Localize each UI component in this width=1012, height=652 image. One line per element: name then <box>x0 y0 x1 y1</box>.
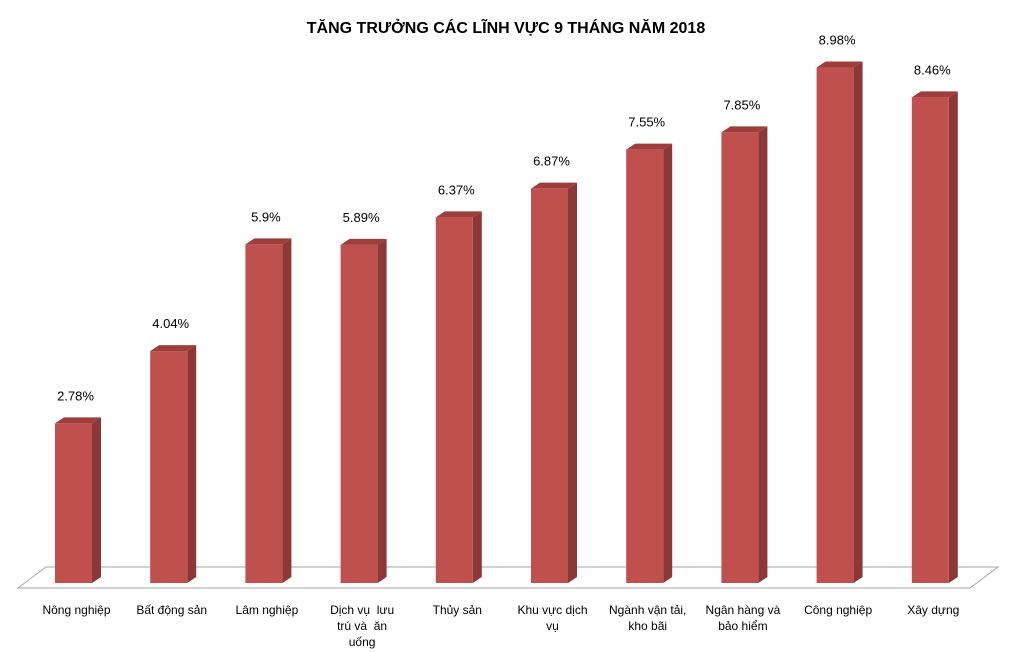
category-label: Xây dựng <box>907 603 959 617</box>
category-label: Công nghiệp <box>804 603 872 617</box>
value-label: 5.9% <box>251 209 281 224</box>
bar <box>435 211 482 583</box>
bar <box>245 238 292 583</box>
value-label: 7.55% <box>628 115 665 130</box>
bar <box>816 61 863 584</box>
bar <box>911 91 958 584</box>
bar <box>150 345 197 583</box>
bar-front <box>626 149 664 583</box>
bar-front <box>340 244 378 583</box>
bar-top <box>911 91 958 98</box>
bar-side <box>282 238 292 583</box>
bar-front <box>150 351 188 583</box>
bar-side <box>377 238 387 583</box>
category-label-line: Bất động sản <box>136 603 207 617</box>
bar-top <box>531 182 577 189</box>
value-label: 5.89% <box>343 210 380 225</box>
category-label-line: kho bãi <box>628 619 667 633</box>
category-label: Ngành vận tải, kho bãi <box>609 603 686 633</box>
category-label-line: Ngành vận tải, <box>609 603 686 617</box>
bar-top <box>435 211 482 218</box>
bar-top <box>55 417 101 424</box>
bar-front <box>721 132 759 583</box>
category-labels-group: Nông nghiệp Bất động sản Lâm nghiệp Dịch vụ… <box>42 603 959 649</box>
category-label-line: bảo hiểm <box>718 619 767 633</box>
category-label-line: Ngân hàng và <box>706 603 781 617</box>
category-label-line: vụ <box>546 619 559 633</box>
bar-side <box>853 61 863 584</box>
category-label: Dịch vụ lưu trú và ăn uống <box>330 603 394 649</box>
category-label-line: Lâm nghiệp <box>236 603 299 617</box>
category-label-line: Thủy sản <box>433 603 482 617</box>
bar <box>721 126 768 583</box>
bar-side <box>92 417 101 583</box>
bar <box>340 238 387 583</box>
category-label-line: Xây dựng <box>907 603 959 617</box>
bar-side <box>663 143 673 583</box>
bar-top <box>626 143 673 150</box>
bar-top <box>721 126 768 133</box>
bar-top <box>816 61 863 68</box>
bar-front <box>245 244 283 583</box>
bar-front <box>435 217 473 583</box>
category-label-line: Nông nghiệp <box>42 603 110 617</box>
category-label: Ngân hàng và bảo hiểm <box>706 603 781 633</box>
category-label-line: Khu vực dịch <box>517 603 587 617</box>
category-label: Lâm nghiệp <box>236 603 299 617</box>
category-label-line: Công nghiệp <box>804 603 872 617</box>
bar-front <box>911 97 949 583</box>
bar-front <box>816 67 854 584</box>
value-label: 6.37% <box>438 182 475 197</box>
bar-top <box>245 238 292 245</box>
bar-front <box>55 423 92 583</box>
bar-side <box>568 182 577 584</box>
value-labels-group: 2.78% 4.04% 5.9% 5.89% 6.37% 6.87% 7.55% 7.85% 8… <box>57 33 951 404</box>
bar <box>531 182 577 584</box>
bar-side <box>187 345 197 583</box>
category-label: Khu vực dịch vụ <box>517 603 587 633</box>
value-label: 7.85% <box>723 97 760 112</box>
bar-top <box>340 238 387 245</box>
bar <box>626 143 673 583</box>
value-label: 2.78% <box>57 388 94 403</box>
category-label-line: Dịch vụ lưu <box>330 603 394 617</box>
category-label: Nông nghiệp <box>42 603 110 617</box>
bar-side <box>948 91 958 584</box>
value-label: 8.46% <box>914 62 951 77</box>
category-label-line: trú và ăn <box>337 619 387 633</box>
bar-top <box>150 345 197 352</box>
value-label: 8.98% <box>819 33 856 48</box>
value-label: 6.87% <box>533 154 570 169</box>
category-label: Bất động sản <box>136 603 207 617</box>
category-label: Thủy sản <box>433 603 482 617</box>
bar <box>55 417 101 583</box>
value-label: 4.04% <box>152 316 189 331</box>
chart-title: TĂNG TRƯỞNG CÁC LĨNH VỰC 9 THÁNG NĂM 201… <box>306 20 706 37</box>
bars-group <box>55 61 958 584</box>
bar-side <box>758 126 768 583</box>
bar-side <box>472 211 482 583</box>
category-label-line: uống <box>349 635 376 649</box>
bar-front <box>531 188 568 584</box>
